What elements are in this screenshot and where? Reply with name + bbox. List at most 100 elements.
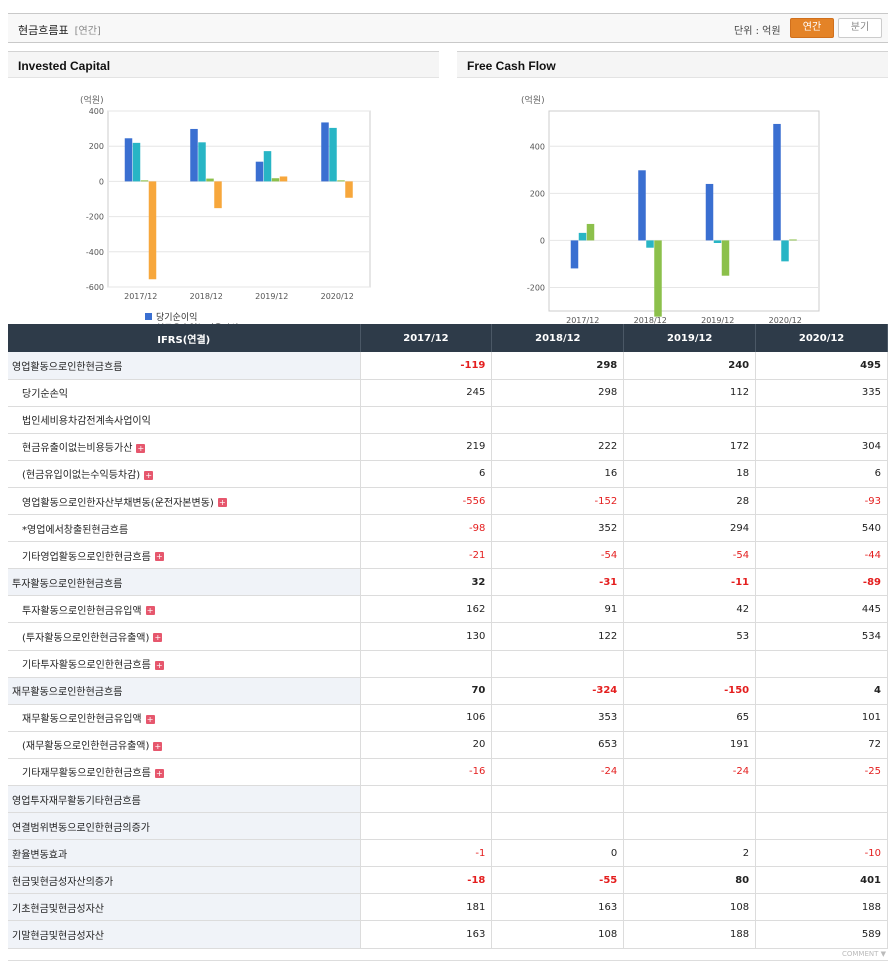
table-row: 영업투자재무활동기타현금흐름 bbox=[8, 785, 888, 814]
value-cell: -324 bbox=[491, 677, 625, 705]
table-row: (현금유입이없는수익등차감) +6 16 18 6 bbox=[8, 460, 888, 488]
plot-frame bbox=[548, 110, 820, 312]
row-label[interactable]: 기타투자활동으로인한현금흐름 + bbox=[8, 650, 361, 678]
expand-plus-icon[interactable]: + bbox=[144, 470, 154, 480]
expand-plus-icon[interactable]: + bbox=[153, 741, 163, 751]
bar-2 bbox=[263, 151, 272, 182]
row-label-text: (현금유입이없는수익등차감) bbox=[22, 470, 141, 482]
bar-2 bbox=[132, 142, 141, 182]
row-label: 환율변동효과 bbox=[8, 839, 361, 868]
value-cell: -119 bbox=[360, 352, 493, 380]
table-row: 기타영업활동으로인한현금흐름 + -21 -54 -54 -44 bbox=[8, 541, 888, 570]
value-cell: 65 bbox=[623, 704, 757, 732]
row-label: 연결범위변동으로인한현금의증가 bbox=[8, 812, 361, 841]
value-cell: 181 bbox=[360, 893, 493, 922]
value-cell: 294 bbox=[623, 514, 757, 543]
bar-2 bbox=[646, 240, 654, 248]
tab-quarter[interactable]: 분기 bbox=[838, 18, 882, 38]
bar-3 bbox=[140, 180, 149, 182]
y-tick-label: -200 bbox=[527, 283, 545, 292]
row-label[interactable]: 재무활동으로인한현금유입액 + bbox=[8, 704, 361, 732]
row-label[interactable]: 기타재무활동으로인한현금흐름 + bbox=[8, 758, 361, 787]
row-label[interactable]: (투자활동으로인한현금유출액) + bbox=[8, 622, 361, 651]
tab-annual[interactable]: 연간 bbox=[790, 18, 834, 38]
row-label-text: 기초현금및현금성자산 bbox=[12, 903, 104, 915]
value-cell: 70 bbox=[360, 677, 493, 705]
value-cell: -152 bbox=[491, 487, 625, 516]
value-cell: -16 bbox=[360, 758, 493, 787]
expand-plus-icon[interactable]: + bbox=[154, 768, 164, 778]
value-cell bbox=[360, 785, 493, 814]
value-cell: -24 bbox=[491, 758, 625, 787]
row-label-text: 기타재무활동으로인한현금흐름 bbox=[22, 768, 151, 780]
value-cell: 0 bbox=[491, 839, 625, 868]
value-cell: -89 bbox=[755, 568, 888, 597]
x-tick-label: 2019/12 bbox=[255, 292, 288, 301]
bar-3 bbox=[337, 180, 345, 182]
value-cell: -18 bbox=[360, 866, 493, 895]
value-cell: 162 bbox=[360, 595, 493, 624]
row-label-text: 영업활동으로인한현금흐름 bbox=[12, 361, 123, 373]
value-cell: -93 bbox=[755, 487, 888, 516]
value-cell: -25 bbox=[755, 758, 888, 787]
bar-1 bbox=[255, 161, 264, 182]
value-cell: 108 bbox=[491, 920, 625, 949]
row-label: 현금및현금성자산의증가 bbox=[8, 866, 361, 895]
y-tick-label: 200 bbox=[89, 142, 104, 151]
expand-plus-icon[interactable]: + bbox=[153, 633, 163, 643]
row-label-text: 영업활동으로인한자산부채변동(운전자본변동) bbox=[22, 497, 214, 509]
expand-plus-icon[interactable]: + bbox=[145, 606, 155, 616]
bar-3 bbox=[586, 223, 595, 241]
row-label[interactable]: 현금유출이없는비용등가산 + bbox=[8, 433, 361, 461]
y-tick-label: 200 bbox=[530, 189, 545, 198]
value-cell: 240 bbox=[623, 352, 757, 380]
table-row: 당기순손익 245 298 112 335 bbox=[8, 379, 888, 407]
value-cell: 222 bbox=[491, 433, 625, 461]
expand-plus-icon[interactable]: + bbox=[154, 552, 164, 562]
row-label[interactable]: 투자활동으로인한현금유입액 + bbox=[8, 595, 361, 624]
expand-plus-icon[interactable]: + bbox=[136, 443, 146, 453]
row-label-text: (재무활동으로인한현금유출액) bbox=[22, 741, 150, 753]
value-cell: 6 bbox=[360, 460, 493, 488]
value-cell: 32 bbox=[360, 568, 493, 597]
value-cell: 2 bbox=[623, 839, 757, 868]
section-header: 현금흐름표 [연간] 단위 : 억원 연간 분기 bbox=[8, 13, 888, 43]
bar-2 bbox=[781, 240, 789, 262]
table-row: 기초현금및현금성자산 181 163 108 188 bbox=[8, 893, 888, 922]
value-cell: 534 bbox=[755, 622, 888, 651]
table-row: 투자활동으로인한현금유입액 +162 91 42 445 bbox=[8, 595, 888, 624]
row-label[interactable]: 영업활동으로인한자산부채변동(운전자본변동) + bbox=[8, 487, 361, 516]
row-label-text: 영업투자재무활동기타현금흐름 bbox=[12, 795, 141, 807]
row-label-text: 법인세비용차감전계속사업이익 bbox=[22, 416, 151, 428]
bar-1 bbox=[570, 240, 579, 269]
row-label[interactable]: 기타영업활동으로인한현금흐름 + bbox=[8, 541, 361, 570]
value-cell bbox=[491, 812, 625, 841]
row-label: 당기순손익 bbox=[8, 379, 361, 407]
value-cell: 335 bbox=[755, 379, 888, 407]
value-cell bbox=[623, 812, 757, 841]
row-label[interactable]: (현금유입이없는수익등차감) + bbox=[8, 460, 361, 488]
x-tick-label: 2018/12 bbox=[634, 316, 667, 324]
header-cell: 2020/12 bbox=[755, 324, 888, 352]
x-tick-label: 2019/12 bbox=[701, 316, 734, 324]
x-tick-label: 2020/12 bbox=[769, 316, 802, 324]
row-label-text: 기타영업활동으로인한현금흐름 bbox=[22, 551, 151, 563]
legend-label: 현금유출없는비용가산 bbox=[156, 323, 239, 324]
bar-4 bbox=[214, 181, 222, 209]
comment-toggle[interactable]: COMMENT ▼ bbox=[841, 950, 886, 958]
row-label-text: 환율변동효과 bbox=[12, 849, 68, 861]
value-cell: 352 bbox=[491, 514, 625, 543]
header-cell: 2017/12 bbox=[360, 324, 493, 352]
expand-plus-icon[interactable]: + bbox=[154, 660, 164, 670]
table-row: 영업활동으로인한현금흐름 -119 298 240 495 bbox=[8, 352, 888, 380]
row-label[interactable]: (재무활동으로인한현금유출액) + bbox=[8, 731, 361, 759]
bar-2 bbox=[578, 232, 587, 241]
y-tick-label: 400 bbox=[530, 142, 545, 151]
row-label: 영업투자재무활동기타현금흐름 bbox=[8, 785, 361, 814]
value-cell: 163 bbox=[360, 920, 493, 949]
row-label: 재무활동으로인한현금흐름 bbox=[8, 677, 361, 705]
expand-plus-icon[interactable]: + bbox=[145, 714, 155, 724]
expand-plus-icon[interactable]: + bbox=[217, 498, 227, 508]
value-cell: -55 bbox=[491, 866, 625, 895]
value-cell: -150 bbox=[623, 677, 757, 705]
